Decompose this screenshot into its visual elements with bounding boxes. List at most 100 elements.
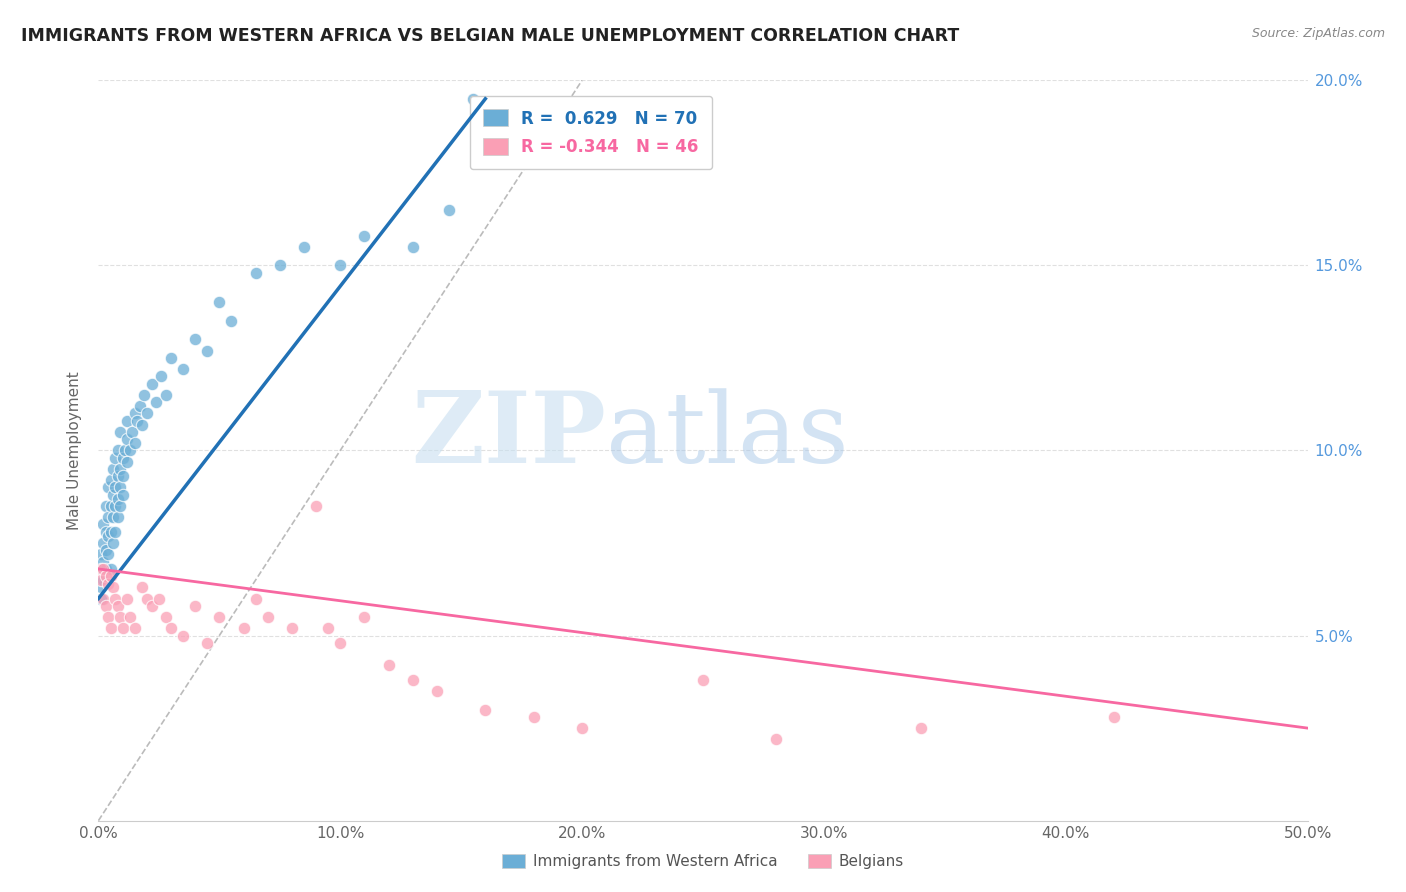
- Point: [145, 395, 167, 409]
- Point: [184, 599, 207, 613]
- Point: [117, 591, 139, 606]
- Text: Source: ZipAtlas.com: Source: ZipAtlas.com: [1251, 27, 1385, 40]
- Point: [232, 621, 254, 635]
- Point: [118, 443, 141, 458]
- Point: [100, 499, 122, 513]
- Point: [160, 351, 183, 365]
- Point: [90, 581, 112, 595]
- Point: [292, 240, 315, 254]
- Y-axis label: Male Unemployment: Male Unemployment: [67, 371, 83, 530]
- Point: [1102, 710, 1125, 724]
- Point: [90, 591, 112, 606]
- Point: [108, 481, 131, 495]
- Point: [910, 721, 932, 735]
- Point: [94, 543, 117, 558]
- Point: [765, 732, 787, 747]
- Point: [104, 481, 127, 495]
- Point: [91, 517, 114, 532]
- Point: [121, 425, 143, 439]
- Point: [245, 266, 267, 280]
- Point: [141, 376, 163, 391]
- Point: [124, 407, 146, 421]
- Point: [172, 362, 194, 376]
- Point: [353, 228, 375, 243]
- Point: [100, 524, 122, 539]
- Point: [329, 259, 352, 273]
- Point: [402, 240, 425, 254]
- Point: [245, 591, 267, 606]
- Point: [131, 581, 153, 595]
- Point: [571, 721, 593, 735]
- Point: [101, 581, 124, 595]
- Point: [426, 684, 449, 698]
- Point: [148, 591, 170, 606]
- Point: [131, 417, 153, 432]
- Point: [269, 259, 291, 273]
- Point: [127, 414, 149, 428]
- Point: [128, 399, 150, 413]
- Point: [94, 524, 117, 539]
- Point: [97, 528, 120, 542]
- Point: [107, 599, 129, 613]
- Point: [474, 703, 496, 717]
- Point: [97, 576, 120, 591]
- Point: [100, 569, 122, 583]
- Point: [172, 628, 194, 642]
- Point: [94, 569, 117, 583]
- Point: [94, 599, 117, 613]
- Point: [94, 562, 117, 576]
- Text: atlas: atlas: [606, 388, 849, 483]
- Point: [402, 673, 425, 687]
- Point: [101, 462, 124, 476]
- Point: [155, 610, 177, 624]
- Point: [124, 436, 146, 450]
- Point: [107, 443, 129, 458]
- Point: [184, 332, 207, 346]
- Point: [101, 536, 124, 550]
- Point: [523, 710, 546, 724]
- Point: [101, 488, 124, 502]
- Point: [108, 499, 131, 513]
- Point: [107, 491, 129, 506]
- Point: [111, 488, 134, 502]
- Point: [305, 499, 328, 513]
- Point: [108, 462, 131, 476]
- Point: [114, 443, 136, 458]
- Point: [150, 369, 173, 384]
- Point: [100, 621, 122, 635]
- Point: [221, 314, 243, 328]
- Point: [463, 92, 485, 106]
- Point: [107, 510, 129, 524]
- Point: [97, 481, 120, 495]
- Point: [155, 388, 177, 402]
- Point: [90, 562, 112, 576]
- Point: [104, 450, 127, 465]
- Point: [104, 591, 127, 606]
- Point: [111, 450, 134, 465]
- Legend: R =  0.629   N = 70, R = -0.344   N = 46: R = 0.629 N = 70, R = -0.344 N = 46: [470, 96, 711, 169]
- Point: [111, 469, 134, 483]
- Point: [195, 343, 218, 358]
- Point: [100, 562, 122, 576]
- Point: [281, 621, 304, 635]
- Legend: Immigrants from Western Africa, Belgians: Immigrants from Western Africa, Belgians: [496, 848, 910, 875]
- Point: [91, 573, 114, 587]
- Point: [104, 524, 127, 539]
- Point: [316, 621, 339, 635]
- Point: [108, 425, 131, 439]
- Point: [135, 591, 157, 606]
- Point: [107, 469, 129, 483]
- Point: [104, 499, 127, 513]
- Point: [94, 499, 117, 513]
- Point: [90, 573, 112, 587]
- Point: [108, 610, 131, 624]
- Point: [377, 658, 399, 673]
- Point: [135, 407, 157, 421]
- Point: [134, 388, 156, 402]
- Point: [111, 621, 134, 635]
- Point: [97, 547, 120, 561]
- Point: [117, 454, 139, 468]
- Point: [160, 621, 183, 635]
- Point: [91, 536, 114, 550]
- Point: [208, 295, 231, 310]
